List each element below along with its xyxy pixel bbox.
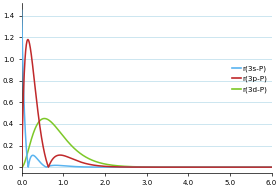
Legend: r(3s-P), r(3p-P), r(3d-P): r(3s-P), r(3p-P), r(3d-P) — [229, 62, 270, 96]
